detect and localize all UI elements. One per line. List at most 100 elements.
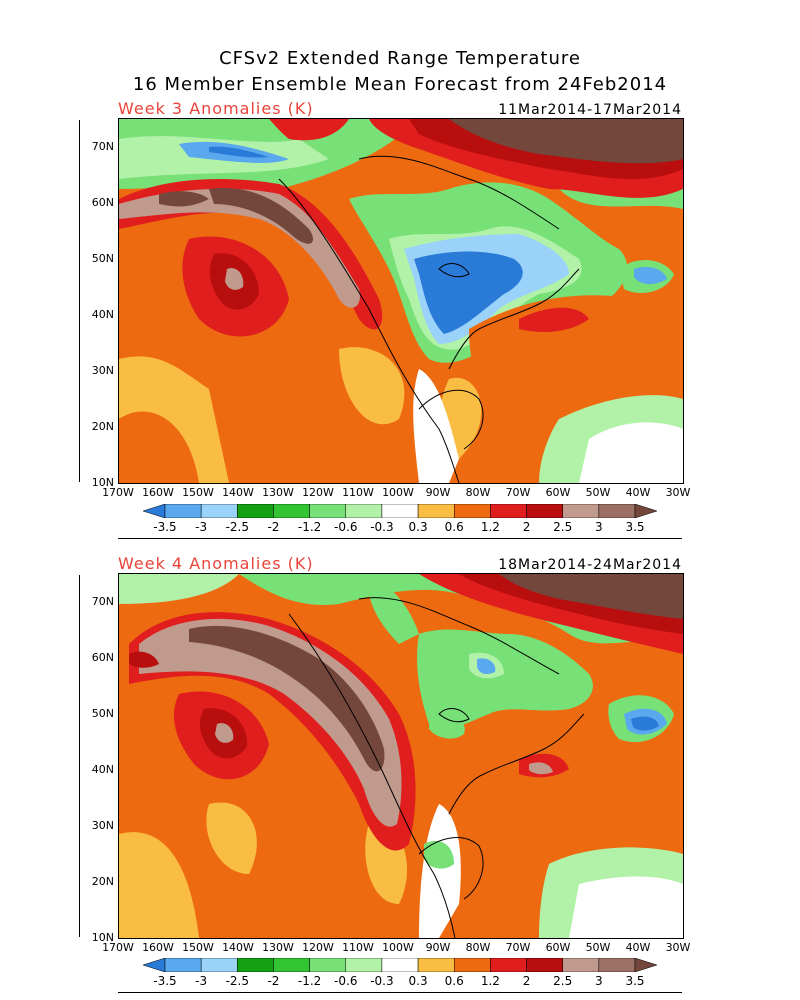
colorbar-label: 1.2 — [480, 974, 500, 988]
colorbar-labels: -3.5 -3 -2.5 -2 -1.2 -0.6 -0.3 0.3 0.6 1.2 2 2.5 3 3.… — [0, 974, 800, 990]
panel-dates: 18Mar2014-24Mar2014 — [498, 557, 682, 573]
colorbar-label: 0.3 — [408, 974, 428, 988]
colorbar-swatch — [562, 504, 600, 518]
colorbar-swatch — [200, 504, 238, 518]
colorbar-swatch — [345, 958, 383, 972]
lat-tick: 60N — [91, 651, 114, 664]
panel-label: Week 3 Anomalies (K) — [118, 99, 314, 118]
map-fill — [119, 119, 683, 483]
lon-tick: 160W — [142, 941, 174, 954]
colorbar-swatch — [273, 958, 310, 972]
separator-line — [118, 538, 682, 539]
panel-label: Week 4 Anomalies (K) — [118, 554, 314, 573]
colorbar-swatch — [453, 958, 491, 972]
colorbar-swatch — [634, 504, 657, 518]
lon-tick: 140W — [222, 941, 254, 954]
lat-tick: 20N — [91, 875, 114, 888]
lon-tick: 120W — [302, 486, 334, 499]
lon-tick: 70W — [505, 486, 531, 499]
lon-tick: 40W — [625, 941, 651, 954]
lon-tick: 50W — [585, 486, 611, 499]
colorbar-label: -0.3 — [370, 974, 394, 988]
colorbar-swatch — [345, 504, 383, 518]
lon-tick: 90W — [425, 941, 451, 954]
colorbar-swatch — [453, 504, 491, 518]
lat-tick: 10N — [91, 931, 114, 944]
colorbar-label: -1.2 — [297, 520, 322, 534]
colorbar-label: 2 — [522, 974, 531, 988]
colorbar-swatch — [143, 958, 166, 972]
colorbar-swatch — [237, 504, 274, 518]
lat-tick: 70N — [91, 595, 114, 608]
lon-tick: 100W — [382, 941, 414, 954]
colorbar-label: 0.3 — [408, 520, 428, 534]
colorbar-label: -2.5 — [225, 520, 249, 534]
colorbar-swatch — [526, 958, 563, 972]
lat-tick: 50N — [91, 707, 114, 720]
lon-tick: 70W — [505, 941, 531, 954]
lon-tick: 30W — [665, 486, 691, 499]
colorbar-label: 3.5 — [625, 520, 645, 534]
colorbar-label: 3 — [595, 974, 603, 988]
lon-tick: 150W — [182, 486, 214, 499]
colorbar-swatch — [273, 504, 310, 518]
colorbar-label: -3.5 — [153, 520, 177, 534]
colorbar-label: -2 — [267, 974, 280, 988]
lat-tick: 30N — [91, 819, 114, 832]
lon-tick: 150W — [182, 941, 214, 954]
colorbar-swatch — [237, 958, 274, 972]
lon-tick: 30W — [665, 941, 691, 954]
colorbar-label: -0.3 — [370, 520, 394, 534]
main-title: CFSv2 Extended Range Temperature — [219, 48, 581, 69]
anomaly-map — [118, 573, 684, 939]
colorbar — [143, 504, 657, 518]
colorbar-label: 1.2 — [480, 520, 500, 534]
lat-tick: 30N — [91, 364, 114, 377]
colorbar-label: 2.5 — [553, 974, 573, 988]
colorbar-swatch — [490, 504, 527, 518]
lon-tick: 100W — [382, 486, 414, 499]
lon-tick: 80W — [465, 486, 491, 499]
colorbar-label: 0.6 — [444, 974, 464, 988]
lon-tick: 170W — [102, 486, 134, 499]
colorbar-swatch — [490, 958, 527, 972]
colorbar-label: -2.5 — [225, 974, 249, 988]
colorbar-label: -3 — [195, 520, 208, 534]
main-subtitle: 16 Member Ensemble Mean Forecast from 24… — [132, 74, 668, 95]
lat-tick: 50N — [91, 252, 114, 265]
colorbar-label: -0.6 — [334, 974, 358, 988]
lon-tick: 110W — [342, 941, 374, 954]
colorbar-label: -0.6 — [334, 520, 358, 534]
colorbar-swatch — [164, 504, 202, 518]
colorbar-swatch — [143, 504, 166, 518]
colorbar-label: 0.6 — [444, 520, 464, 534]
colorbar-swatch — [381, 958, 419, 972]
lon-tick: 90W — [425, 486, 451, 499]
lon-tick: 130W — [262, 941, 294, 954]
colorbar-label: 2 — [522, 520, 531, 534]
colorbar-swatch — [309, 958, 347, 972]
colorbar-label: -3 — [195, 974, 208, 988]
lat-tick: 60N — [91, 196, 114, 209]
colorbar-swatch — [417, 504, 455, 518]
lon-tick: 110W — [342, 486, 374, 499]
lat-tick: 40N — [91, 763, 114, 776]
lon-tick: 170W — [102, 941, 134, 954]
anomaly-map — [118, 118, 684, 484]
lat-tick: 20N — [91, 420, 114, 433]
lon-tick: 50W — [585, 941, 611, 954]
colorbar-label: 3 — [595, 520, 603, 534]
lon-tick: 130W — [262, 486, 294, 499]
colorbar-swatch — [200, 958, 238, 972]
lon-tick: 60W — [545, 941, 571, 954]
colorbar-swatch — [634, 958, 657, 972]
colorbar-label: -2 — [267, 520, 280, 534]
lon-tick: 40W — [625, 486, 651, 499]
axis-line — [79, 120, 80, 482]
axis-line — [79, 575, 80, 937]
colorbar-swatch — [598, 958, 636, 972]
colorbar-label: -3.5 — [153, 974, 177, 988]
lon-tick: 80W — [465, 941, 491, 954]
colorbar-label: 2.5 — [553, 520, 573, 534]
colorbar-swatch — [164, 958, 202, 972]
